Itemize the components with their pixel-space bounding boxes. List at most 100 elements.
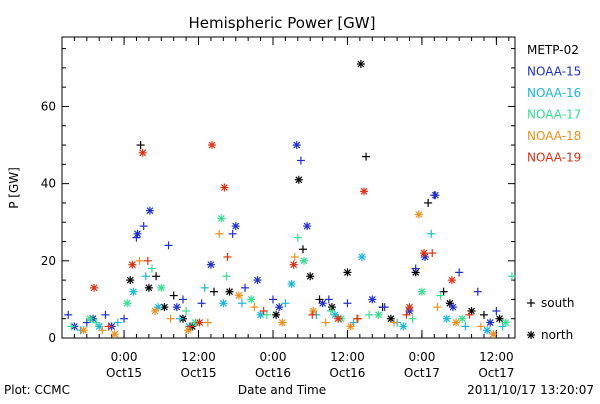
- data-point-north: [225, 287, 234, 296]
- data-point-north: [360, 187, 368, 196]
- data-point-north: [448, 303, 457, 312]
- data-point-south: [298, 245, 307, 254]
- data-point-south: [67, 322, 76, 331]
- series-noaa-19: [90, 141, 474, 331]
- data-point-south: [222, 272, 231, 281]
- y-axis-label: P [GW]: [7, 167, 21, 209]
- data-point-south: [343, 299, 352, 308]
- data-point-south: [120, 314, 129, 323]
- data-point-south: [389, 318, 398, 327]
- data-point-south: [476, 322, 485, 331]
- data-point-south: [200, 283, 209, 292]
- data-point-north: [458, 314, 467, 323]
- data-point-south: [135, 256, 144, 265]
- data-point-north: [452, 318, 461, 327]
- data-point-north: [217, 214, 226, 223]
- data-point-south: [473, 287, 482, 296]
- x-tick-label-time: 12:00: [479, 350, 514, 364]
- y-tick-label: 60: [41, 99, 56, 113]
- data-point-north: [90, 283, 99, 292]
- series-noaa-17: [67, 214, 516, 331]
- data-point-north: [133, 229, 142, 238]
- data-point-north: [306, 272, 315, 281]
- data-point-north: [327, 303, 336, 312]
- legend-entry-noaa-15: NOAA-15: [527, 65, 581, 79]
- data-point-north: [253, 276, 262, 285]
- data-point-north: [79, 326, 88, 335]
- x-tick-label-date: Oct15: [181, 366, 217, 380]
- data-point-north: [318, 299, 327, 308]
- data-point-north: [256, 310, 265, 319]
- data-point-north: [417, 287, 426, 296]
- plot-area: 0 20 40 60 0:00 Oct15 12:00 Oct15 0:00 Oct16 12:00…: [41, 36, 581, 380]
- data-point-north: [414, 210, 423, 219]
- x-axis-label: Date and Time: [238, 383, 326, 397]
- data-point-south: [362, 152, 371, 161]
- legend-entry-noaa-17: NOAA-17: [527, 108, 581, 122]
- data-point-south: [308, 310, 317, 319]
- data-point-south: [64, 310, 73, 319]
- data-point-south: [427, 229, 436, 238]
- x-tick-label-date: Oct15: [106, 366, 142, 380]
- data-point-south: [223, 252, 232, 261]
- legend-label-south: south: [541, 296, 575, 310]
- data-point-south: [326, 306, 335, 315]
- data-point-south: [324, 295, 333, 304]
- data-point-south: [104, 322, 113, 331]
- x-tick-label-time: 0:00: [111, 350, 138, 364]
- data-point-south: [141, 272, 150, 281]
- data-point-south: [113, 318, 122, 327]
- data-point-south: [197, 299, 206, 308]
- data-point-north: [160, 303, 169, 312]
- series-noaa-15: [64, 141, 501, 331]
- data-point-north: [207, 141, 216, 150]
- data-point-north: [386, 314, 395, 323]
- data-point-south: [402, 310, 411, 319]
- data-point-north: [399, 322, 408, 331]
- chart-title: Hemispheric Power [GW]: [189, 14, 376, 32]
- data-point-north: [110, 330, 119, 339]
- data-point-north: [483, 326, 492, 335]
- series-noaa-18: [79, 210, 498, 339]
- timestamp: 2011/10/17 13:20:07: [467, 383, 594, 397]
- data-point-south: [186, 322, 195, 331]
- data-point-north: [309, 306, 318, 315]
- data-point-north: [219, 299, 228, 308]
- data-point-south: [380, 303, 389, 312]
- data-point-south: [479, 310, 488, 319]
- data-point-north: [144, 283, 153, 292]
- data-point-south: [98, 326, 107, 335]
- data-point-south: [408, 314, 417, 323]
- data-point-north: [126, 276, 135, 285]
- legend-label-north: north: [541, 328, 573, 342]
- data-point-north: [405, 303, 414, 312]
- x-tick-label-date: Oct16: [329, 366, 365, 380]
- legend-marker-north: [527, 331, 535, 339]
- x-tick-label-date: Oct17: [478, 366, 514, 380]
- data-point-north: [289, 260, 298, 269]
- data-point-south: [296, 156, 305, 165]
- data-point-north: [157, 283, 166, 292]
- data-point-south: [268, 295, 277, 304]
- x-tick-label-time: 0:00: [260, 350, 287, 364]
- y-tick-label: 40: [41, 177, 56, 191]
- data-point-south: [321, 318, 330, 327]
- data-point-south: [281, 299, 290, 308]
- data-point-north: [419, 249, 428, 258]
- data-point-south: [152, 272, 161, 281]
- data-point-south: [228, 229, 237, 238]
- data-point-south: [136, 141, 145, 150]
- data-point-south: [290, 252, 299, 261]
- data-point-north: [292, 141, 301, 150]
- data-point-south: [241, 283, 250, 292]
- data-point-north: [486, 318, 495, 327]
- data-point-south: [164, 241, 173, 250]
- data-point-south: [175, 314, 184, 323]
- legend-marker-south: [527, 299, 535, 307]
- data-point-north: [467, 306, 476, 315]
- data-point-north: [442, 314, 451, 323]
- data-point-north: [287, 279, 296, 288]
- data-point-north: [489, 330, 498, 339]
- data-point-north: [374, 310, 383, 319]
